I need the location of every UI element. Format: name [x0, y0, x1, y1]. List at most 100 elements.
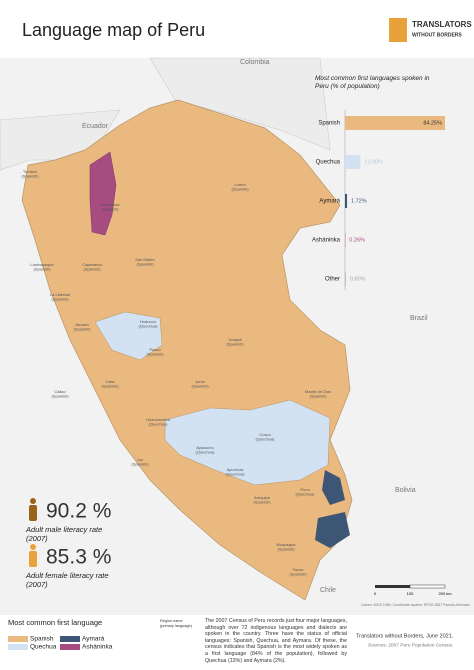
value-label: 1.72% — [351, 198, 367, 204]
region-language: (Quechua) — [256, 437, 276, 442]
region-name: Tumbes — [23, 169, 37, 174]
category-label: Aymará — [319, 199, 340, 205]
stat-value: 90.2 % — [46, 500, 111, 523]
region-name: Arequipa — [254, 495, 271, 500]
title: Language map of Peru — [22, 20, 205, 40]
country-label: Chile — [320, 587, 336, 594]
region-name: Apurímac — [226, 467, 243, 472]
region-language: (Spanish) — [73, 327, 91, 332]
region-name: Puno — [300, 487, 310, 492]
region-name: Huancavelica — [146, 417, 171, 422]
legend-label: Quechua — [30, 644, 57, 651]
country-label: Brazil — [410, 315, 428, 322]
scale-label: 200 km — [438, 591, 452, 596]
region-language: (Spanish) — [146, 352, 164, 357]
region-language: (Spanish) — [21, 174, 39, 179]
person-icon — [29, 551, 37, 567]
region-name: Lambayeque — [30, 262, 54, 267]
logo-text: TRANSLATORS — [412, 20, 472, 29]
category-label: Spanish — [318, 121, 340, 127]
country-label: Bolivia — [395, 487, 416, 494]
neighbor — [149, 57, 331, 151]
region-language: (Spanish) — [136, 262, 154, 267]
legend-swatch — [60, 644, 80, 650]
value-label: 13.00% — [364, 159, 383, 165]
datum: Datum: WGS 1984; Coordinate system: EPSG… — [361, 603, 471, 607]
region-language: (Spanish) — [51, 297, 69, 302]
scale-label: 0 — [374, 591, 377, 596]
region-name: Loreto — [234, 182, 246, 187]
country-label: Ecuador — [82, 123, 109, 130]
legend-label: Aymará — [82, 636, 105, 643]
category-label: Quechua — [316, 160, 341, 166]
region-language: (Spanish) — [309, 394, 327, 399]
region-name: La Libertad — [50, 292, 70, 297]
region-language: (Spanish) — [51, 394, 69, 399]
region-language: (Quechua) — [149, 422, 169, 427]
region-language: (Quechua) — [139, 324, 159, 329]
scale-label: 100 — [407, 591, 414, 596]
region-name: San Martín — [135, 257, 155, 262]
region-name: Ucayali — [228, 337, 241, 342]
region-language: (Spanish) — [231, 187, 249, 192]
region-name: Amazonas — [101, 202, 120, 207]
region-name: Moquegua — [277, 542, 297, 547]
value-label: 0.80% — [350, 276, 366, 282]
region-name: Ica — [137, 457, 143, 462]
stat-label: Adult female literacy rate — [25, 571, 109, 580]
value-label: 0.26% — [349, 237, 365, 243]
legend-title: Most common first language — [8, 618, 102, 627]
scale-bar — [375, 585, 410, 588]
region-name: Callao — [54, 389, 66, 394]
stat-value: 85.3 % — [46, 546, 111, 569]
region-name: Pasco — [149, 347, 161, 352]
region-language: (Spanish) — [277, 547, 295, 552]
region-name: Cajamarca — [82, 262, 102, 267]
region-name: Junín — [195, 379, 205, 384]
region-name: Lima — [106, 379, 115, 384]
region-language: (Spanish) — [131, 462, 149, 467]
logo-text: WITHOUT BORDERS — [412, 32, 462, 38]
category-label: Asháninka — [312, 238, 341, 244]
country-label: Colombia — [240, 59, 270, 66]
region-language: (Spanish) — [253, 500, 271, 505]
ashaninka-area — [89, 151, 117, 236]
bar — [345, 155, 361, 169]
bar — [345, 194, 348, 208]
bar — [345, 116, 445, 130]
region-name: Madre de Dios — [305, 389, 331, 394]
region-language: (Spanish) — [101, 207, 119, 212]
chart-title: Most common first languages spoken in Per… — [315, 75, 430, 90]
region-name: Ancash — [75, 322, 88, 327]
legend-swatch — [60, 636, 80, 642]
region-name: Ayacucho — [196, 445, 214, 450]
bar — [345, 272, 346, 286]
region-name: Cusco — [259, 432, 271, 437]
scale-bar — [409, 584, 446, 589]
stat-year: (2007) — [26, 534, 48, 543]
logo-icon — [389, 18, 407, 42]
aymara-area — [315, 470, 350, 548]
region-name: Tacna — [293, 567, 304, 572]
key-label: (primary language) — [160, 624, 193, 628]
stat-year: (2007) — [26, 580, 48, 589]
region-language: (Quechua) — [296, 492, 316, 497]
region-language: (Spanish) — [33, 267, 51, 272]
key-label: Region name — [160, 619, 183, 623]
legend-label: Spanish — [30, 636, 54, 643]
region-language: (Quechua) — [196, 450, 216, 455]
person-icon — [29, 505, 37, 521]
body-text: The 2007 Census of Peru records just fou… — [205, 618, 347, 664]
legend-swatch — [8, 644, 28, 650]
legend-label: Asháninka — [82, 644, 113, 651]
region-language: (Spanish) — [289, 572, 307, 577]
region-language: (Spanish) — [83, 267, 101, 272]
value-label: 84.25% — [423, 120, 442, 126]
sources: Sources: 2007 Peru Population Census. — [368, 642, 453, 648]
category-label: Other — [325, 277, 340, 283]
legend-swatch — [8, 636, 28, 642]
quechua-area — [94, 311, 163, 361]
region-language: (Spanish) — [101, 384, 119, 389]
